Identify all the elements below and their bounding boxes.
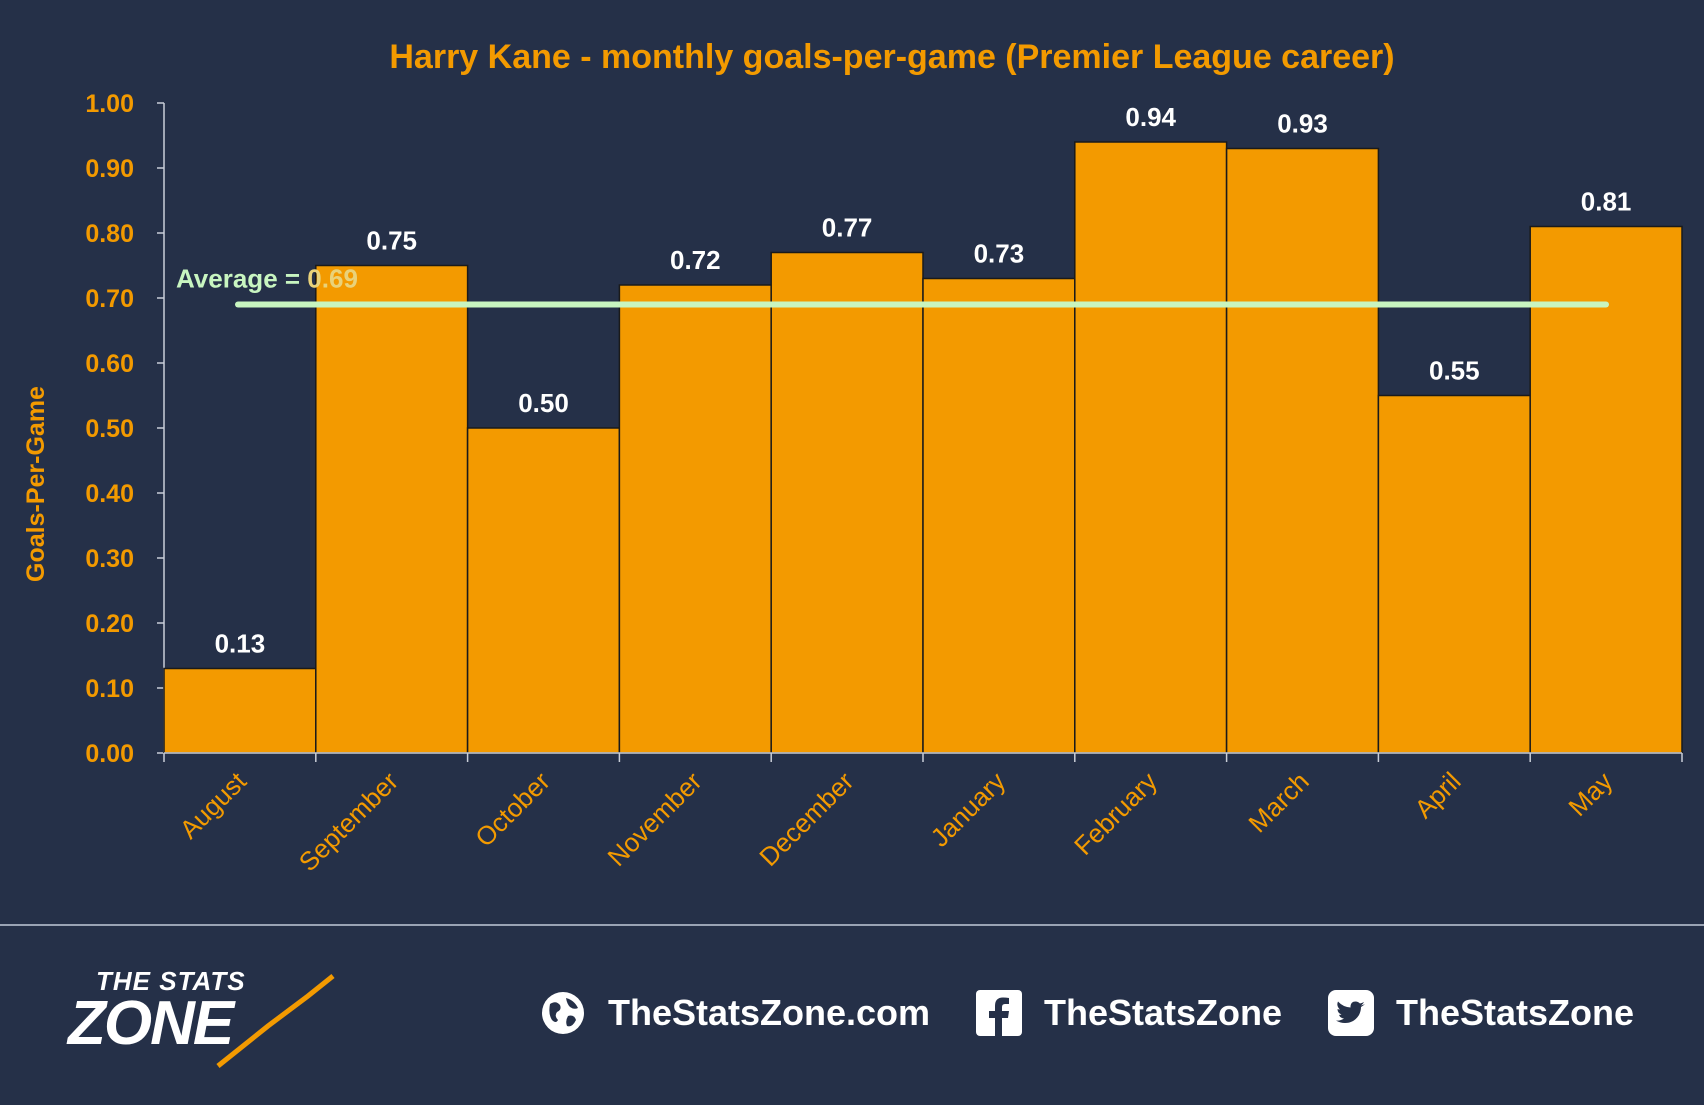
website-link[interactable]: TheStatsZone.com xyxy=(540,990,930,1036)
chart-title: Harry Kane - monthly goals-per-game (Pre… xyxy=(389,38,1394,76)
x-tick-label: February xyxy=(1068,766,1163,861)
bar-value-label: 0.72 xyxy=(670,245,721,275)
x-tick-label: December xyxy=(753,766,859,872)
x-tick-label: September xyxy=(293,766,404,877)
facebook-text: TheStatsZone xyxy=(1044,992,1283,1033)
y-tick-label: 0.20 xyxy=(85,610,134,638)
y-tick-label: 0.00 xyxy=(85,740,134,768)
twitter-link[interactable]: TheStatsZone xyxy=(1328,990,1634,1036)
twitter-text: TheStatsZone xyxy=(1396,992,1635,1033)
bar xyxy=(1377,394,1531,754)
bar-value-label: 0.13 xyxy=(215,629,266,659)
bar-value-label: 0.50 xyxy=(518,388,569,418)
footer: THE STATS ZONE TheStatsZone.com TheStats… xyxy=(0,924,1704,1105)
bar-value-label: 0.77 xyxy=(822,213,873,243)
y-tick-label: 0.90 xyxy=(85,155,134,183)
bar-value-label: 0.93 xyxy=(1277,109,1328,139)
x-tick-label: May xyxy=(1562,766,1618,822)
logo-top-text: THE STATS xyxy=(96,966,246,996)
y-tick-label: 0.80 xyxy=(85,220,134,248)
globe-icon xyxy=(540,990,586,1036)
y-tick-label: 0.60 xyxy=(85,350,134,378)
bar xyxy=(466,427,621,754)
website-text: TheStatsZone.com xyxy=(608,992,931,1033)
average-label: Average = 0.69 xyxy=(176,264,358,294)
stats-zone-logo: THE STATS ZONE xyxy=(68,966,368,1076)
bar-value-label: 0.94 xyxy=(1125,102,1176,132)
twitter-icon xyxy=(1328,990,1374,1036)
y-tick-label: 0.50 xyxy=(85,415,134,443)
bar-value-label: 0.73 xyxy=(974,239,1025,269)
bar xyxy=(315,264,469,754)
bar-chart: Harry Kane - monthly goals-per-game (Pre… xyxy=(22,38,1683,877)
bar xyxy=(1529,225,1683,754)
bar-value-label: 0.81 xyxy=(1581,187,1632,217)
bar-value-label: 0.55 xyxy=(1429,356,1480,386)
bar-value-label: 0.75 xyxy=(366,226,417,256)
y-tick-label: 0.40 xyxy=(85,480,134,508)
y-axis-label: Goals-Per-Game xyxy=(22,386,50,582)
chart-area: Harry Kane - monthly goals-per-game (Pre… xyxy=(22,38,1683,878)
bar xyxy=(922,277,1076,754)
bar xyxy=(618,284,772,754)
y-tick-label: 1.00 xyxy=(85,90,134,118)
x-tick-label: January xyxy=(925,766,1012,853)
x-tick-label: April xyxy=(1409,766,1467,824)
bar xyxy=(163,667,317,754)
average-label-text: Average = xyxy=(176,264,307,294)
bar xyxy=(1074,141,1228,754)
logo-main-text: ZONE xyxy=(68,989,234,1058)
facebook-link[interactable]: TheStatsZone xyxy=(976,990,1282,1036)
x-tick-label: November xyxy=(602,766,708,872)
y-tick-label: 0.30 xyxy=(85,545,134,573)
x-tick-label: March xyxy=(1242,766,1314,838)
x-tick-label: August xyxy=(174,765,253,844)
bar xyxy=(1225,147,1380,754)
facebook-icon xyxy=(976,990,1022,1036)
average-value: 0.69 xyxy=(307,264,358,294)
logo-swoosh-icon xyxy=(216,974,335,1068)
bar xyxy=(770,251,924,754)
x-tick-label: October xyxy=(469,766,556,853)
y-tick-label: 0.70 xyxy=(85,285,134,313)
y-tick-label: 0.10 xyxy=(85,675,134,703)
